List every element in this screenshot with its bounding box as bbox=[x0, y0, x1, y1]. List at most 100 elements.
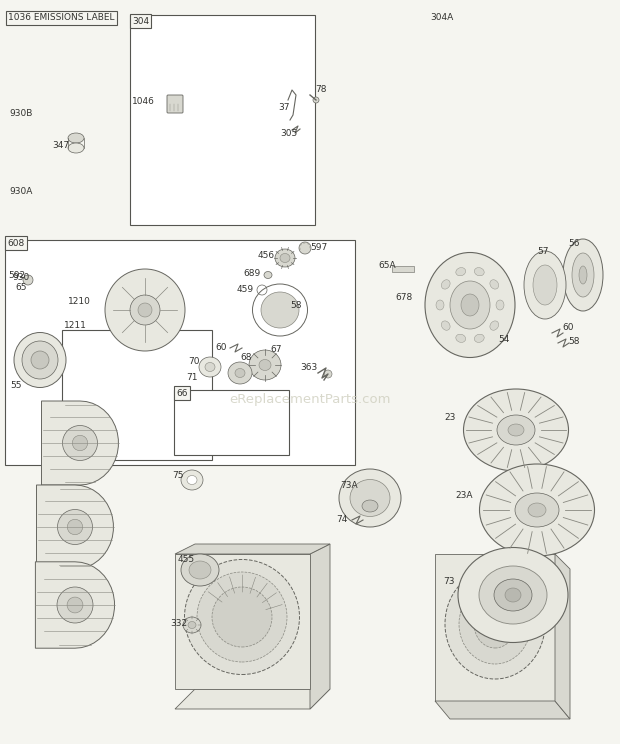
Text: 67: 67 bbox=[270, 345, 281, 354]
Ellipse shape bbox=[490, 280, 498, 289]
Text: 74: 74 bbox=[336, 516, 347, 525]
Circle shape bbox=[23, 275, 33, 285]
Ellipse shape bbox=[579, 266, 587, 284]
Text: 60: 60 bbox=[562, 324, 574, 333]
Text: 23: 23 bbox=[444, 414, 455, 423]
Text: 363: 363 bbox=[300, 364, 317, 373]
Text: 68: 68 bbox=[240, 353, 252, 362]
Ellipse shape bbox=[197, 572, 287, 662]
Ellipse shape bbox=[339, 469, 401, 527]
Ellipse shape bbox=[264, 272, 272, 278]
Ellipse shape bbox=[67, 597, 83, 613]
Ellipse shape bbox=[188, 621, 196, 629]
Ellipse shape bbox=[249, 350, 281, 380]
Text: 459: 459 bbox=[237, 284, 254, 293]
Ellipse shape bbox=[73, 435, 87, 451]
Text: 58: 58 bbox=[568, 338, 580, 347]
Bar bbox=[62, 330, 212, 460]
Text: 71: 71 bbox=[186, 373, 198, 382]
Ellipse shape bbox=[425, 252, 515, 358]
Ellipse shape bbox=[259, 359, 271, 371]
Text: 678: 678 bbox=[395, 293, 412, 303]
Text: 597: 597 bbox=[310, 243, 327, 252]
Ellipse shape bbox=[58, 510, 92, 545]
Text: 78: 78 bbox=[315, 86, 327, 94]
Polygon shape bbox=[175, 689, 330, 709]
Polygon shape bbox=[435, 554, 555, 701]
Ellipse shape bbox=[474, 334, 484, 342]
Ellipse shape bbox=[436, 300, 444, 310]
Ellipse shape bbox=[458, 548, 568, 643]
Circle shape bbox=[299, 242, 311, 254]
Text: 689: 689 bbox=[243, 269, 260, 278]
Ellipse shape bbox=[205, 362, 215, 371]
Ellipse shape bbox=[456, 334, 466, 342]
Bar bbox=[392, 266, 414, 272]
Ellipse shape bbox=[533, 265, 557, 305]
Circle shape bbox=[313, 97, 319, 103]
Polygon shape bbox=[175, 554, 310, 689]
Ellipse shape bbox=[22, 341, 58, 379]
Ellipse shape bbox=[515, 493, 559, 527]
Text: 55: 55 bbox=[10, 380, 22, 390]
Text: 1036 EMISSIONS LABEL: 1036 EMISSIONS LABEL bbox=[8, 13, 115, 22]
Ellipse shape bbox=[14, 333, 66, 388]
Text: 332: 332 bbox=[170, 618, 187, 627]
Text: 70: 70 bbox=[188, 358, 200, 367]
Text: 1211: 1211 bbox=[64, 321, 87, 330]
Text: 37: 37 bbox=[278, 103, 290, 112]
Ellipse shape bbox=[362, 500, 378, 512]
Text: 56: 56 bbox=[568, 239, 580, 248]
Ellipse shape bbox=[461, 294, 479, 316]
Ellipse shape bbox=[105, 269, 185, 351]
Ellipse shape bbox=[474, 600, 516, 648]
Ellipse shape bbox=[138, 303, 152, 317]
Circle shape bbox=[324, 370, 332, 378]
Text: 304A: 304A bbox=[430, 13, 453, 22]
Ellipse shape bbox=[181, 554, 219, 586]
Polygon shape bbox=[35, 562, 115, 648]
Ellipse shape bbox=[261, 292, 299, 328]
Ellipse shape bbox=[479, 464, 595, 556]
Polygon shape bbox=[175, 544, 330, 554]
Ellipse shape bbox=[280, 254, 290, 263]
Ellipse shape bbox=[445, 569, 545, 679]
Text: 1210: 1210 bbox=[68, 298, 91, 307]
Ellipse shape bbox=[181, 470, 203, 490]
Ellipse shape bbox=[441, 280, 450, 289]
Ellipse shape bbox=[505, 588, 521, 602]
Text: 456: 456 bbox=[258, 251, 275, 260]
Ellipse shape bbox=[464, 389, 569, 471]
Text: 23A: 23A bbox=[455, 490, 472, 499]
Ellipse shape bbox=[63, 426, 97, 461]
Ellipse shape bbox=[68, 519, 82, 535]
Ellipse shape bbox=[31, 351, 49, 369]
Ellipse shape bbox=[563, 239, 603, 311]
Ellipse shape bbox=[494, 579, 532, 611]
Text: 930B: 930B bbox=[9, 109, 32, 118]
Ellipse shape bbox=[524, 251, 566, 319]
Ellipse shape bbox=[490, 321, 498, 330]
Ellipse shape bbox=[275, 249, 295, 267]
Polygon shape bbox=[42, 401, 118, 485]
Text: 304: 304 bbox=[132, 16, 149, 25]
Text: 57: 57 bbox=[537, 248, 549, 257]
Text: 73A: 73A bbox=[340, 481, 358, 490]
Ellipse shape bbox=[496, 300, 504, 310]
Ellipse shape bbox=[450, 281, 490, 329]
Ellipse shape bbox=[185, 559, 299, 675]
Ellipse shape bbox=[212, 587, 272, 647]
Text: 930: 930 bbox=[12, 272, 29, 281]
Text: 60: 60 bbox=[215, 344, 226, 353]
Text: 65A: 65A bbox=[378, 260, 396, 269]
Text: 347: 347 bbox=[52, 141, 69, 150]
Bar bbox=[174, 390, 289, 455]
Ellipse shape bbox=[459, 584, 531, 664]
Ellipse shape bbox=[57, 587, 93, 623]
Ellipse shape bbox=[441, 321, 450, 330]
Ellipse shape bbox=[350, 479, 390, 516]
Text: 54: 54 bbox=[498, 336, 510, 344]
Ellipse shape bbox=[199, 357, 221, 377]
Text: 592: 592 bbox=[8, 271, 25, 280]
Text: eReplacementParts.com: eReplacementParts.com bbox=[229, 394, 391, 406]
